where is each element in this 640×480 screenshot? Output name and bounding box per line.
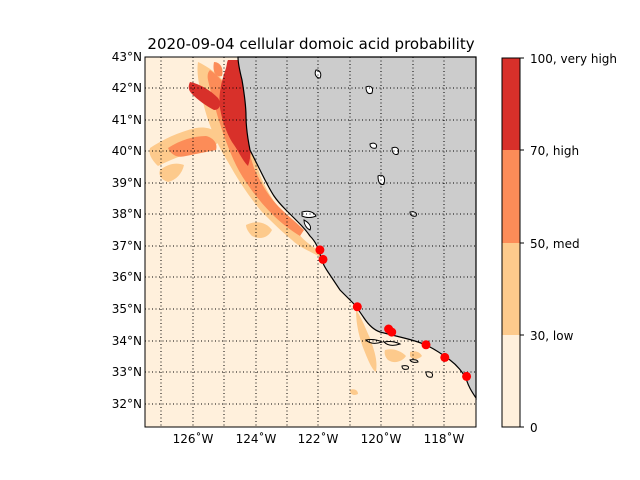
colorbar-label: 50, med bbox=[530, 237, 580, 251]
lat-tick-label: 37°N bbox=[112, 239, 142, 253]
sampling-sites bbox=[315, 245, 472, 381]
sampling-site-marker bbox=[440, 352, 450, 362]
lat-tick-label: 43°N bbox=[112, 50, 142, 64]
lat-tick-label: 39°N bbox=[112, 176, 142, 190]
lat-tick-label: 38°N bbox=[112, 207, 142, 221]
colorbar-band-low bbox=[502, 335, 520, 427]
colorbar-label: 30, low bbox=[530, 329, 574, 343]
lon-tick-label: 118˚W bbox=[424, 431, 465, 446]
lat-tick-label: 41°N bbox=[112, 113, 142, 127]
lat-tick-label: 32°N bbox=[112, 397, 142, 411]
sampling-site-marker bbox=[318, 254, 328, 264]
colorbar-band-med bbox=[502, 243, 520, 335]
lon-tick-label: 126˚W bbox=[173, 431, 214, 446]
colorbar: 0 30, low 50, med 70, high 100, very hig… bbox=[501, 52, 617, 435]
colorbar-band-very-high bbox=[502, 58, 520, 150]
lon-tick-label: 124˚W bbox=[236, 431, 277, 446]
lon-tick-label: 120˚W bbox=[361, 431, 402, 446]
lat-tick-label: 35°N bbox=[112, 302, 142, 316]
sampling-site-marker bbox=[315, 245, 325, 255]
sampling-site-marker bbox=[387, 327, 397, 337]
map-panel bbox=[144, 56, 477, 428]
map-frame bbox=[144, 56, 477, 428]
sampling-site-marker bbox=[352, 302, 362, 312]
lon-axis: 126˚W 124˚W 122˚W 120˚W 118˚W bbox=[173, 431, 465, 446]
lon-tick-label: 122˚W bbox=[298, 431, 339, 446]
inland-lakes bbox=[301, 69, 417, 231]
lat-tick-label: 34°N bbox=[112, 334, 142, 348]
lat-tick-label: 36°N bbox=[112, 270, 142, 284]
sampling-site-marker bbox=[421, 340, 431, 350]
channel-islands bbox=[364, 339, 433, 378]
colorbar-label: 0 bbox=[530, 421, 538, 435]
map-title: 2020-09-04 cellular domoic acid probabil… bbox=[147, 35, 474, 53]
colorbar-band-high bbox=[502, 150, 520, 243]
colorbar-label: 100, very high bbox=[530, 52, 617, 66]
lat-axis: 43°N 42°N 41°N 40°N 39°N 38°N 37°N 36°N … bbox=[112, 50, 142, 411]
lat-tick-label: 42°N bbox=[112, 81, 142, 95]
colorbar-label: 70, high bbox=[530, 144, 579, 158]
sampling-site-marker bbox=[462, 371, 472, 381]
lat-tick-label: 40°N bbox=[112, 144, 142, 158]
lat-tick-label: 33°N bbox=[112, 365, 142, 379]
